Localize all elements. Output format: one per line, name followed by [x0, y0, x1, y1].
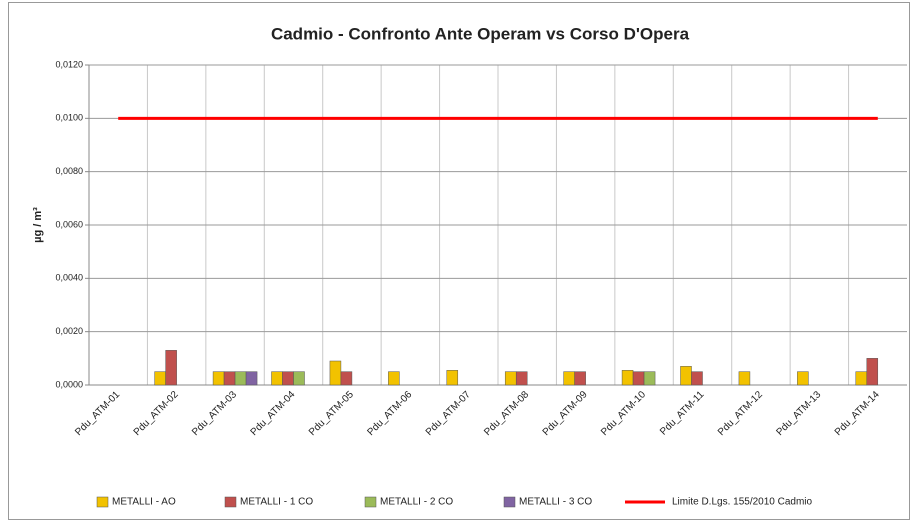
bar	[282, 371, 294, 386]
legend-swatch	[503, 496, 516, 508]
legend-swatch	[224, 496, 237, 508]
bar	[165, 350, 177, 386]
bar	[271, 371, 283, 386]
bar	[632, 371, 645, 386]
bar	[234, 371, 247, 386]
bar	[293, 371, 305, 386]
bar	[866, 358, 879, 386]
bar	[504, 371, 517, 386]
legend-swatch	[364, 496, 377, 508]
y-tick-label: 0,0020	[55, 326, 83, 336]
legend-label: METALLI - AO	[112, 497, 176, 508]
bar	[388, 371, 400, 386]
y-tick-label: 0,0060	[55, 219, 83, 229]
y-tick-label: 0,0000	[55, 379, 83, 389]
bar	[563, 371, 575, 386]
y-tick-label: 0,0080	[55, 166, 83, 176]
bar	[154, 371, 166, 386]
legend-label: METALLI - 3 CO	[519, 497, 592, 508]
bar	[515, 371, 528, 386]
bar	[643, 371, 656, 386]
bar	[212, 371, 225, 386]
bar	[621, 370, 634, 386]
legend-label: Limite D.Lgs. 155/2010 Cadmio	[672, 497, 813, 508]
bar	[738, 371, 751, 386]
bar	[245, 371, 258, 386]
bar	[574, 371, 586, 386]
y-tick-label: 0,0120	[55, 59, 83, 69]
bar	[446, 370, 459, 386]
bar	[340, 371, 353, 386]
bar	[797, 371, 809, 386]
chart-title: Cadmio - Confronto Ante Operam vs Corso …	[271, 24, 690, 43]
legend-label: METALLI - 1 CO	[240, 497, 313, 508]
y-tick-label: 0,0100	[55, 113, 83, 123]
bar	[223, 371, 236, 386]
y-tick-label: 0,0040	[55, 273, 83, 283]
chart-border	[8, 2, 910, 520]
legend-label: METALLI - 2 CO	[380, 497, 453, 508]
y-axis-label: µg / m³	[32, 207, 44, 243]
bar	[855, 371, 868, 386]
bar	[329, 360, 342, 386]
legend-swatch	[96, 496, 109, 508]
bar	[680, 366, 692, 386]
bar	[691, 371, 703, 386]
